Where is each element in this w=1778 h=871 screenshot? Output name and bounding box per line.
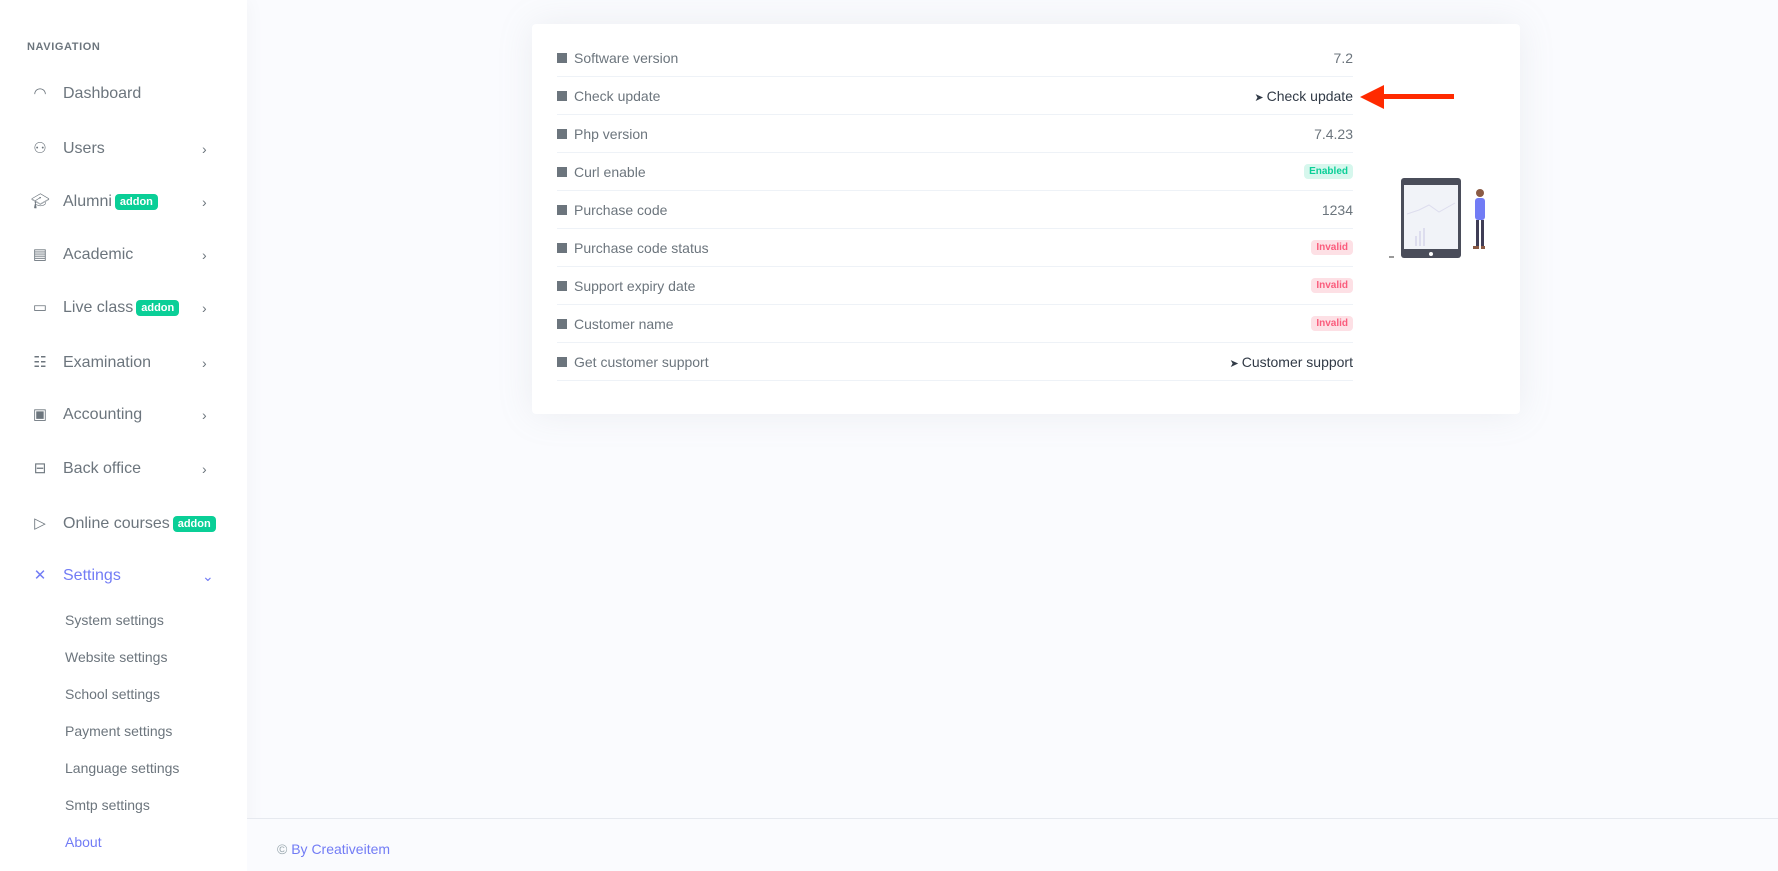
info-row: Purchase code 1234 <box>557 191 1353 229</box>
square-bullet-icon <box>557 52 567 63</box>
sidebar-item-online-courses[interactable]: ▷ Online courses addon <box>0 504 247 544</box>
submenu-about[interactable]: About <box>65 834 102 850</box>
sidebar-item-dashboard[interactable]: ◠ Dashboard <box>0 74 247 114</box>
chevron-right-icon: › <box>202 355 207 371</box>
store-icon: ▤ <box>32 246 48 263</box>
clipboard-icon: ☷ <box>33 354 47 371</box>
row-label: Software version <box>574 49 679 66</box>
addon-badge: addon <box>114 193 158 210</box>
sidebar-item-label: Back office <box>63 460 141 477</box>
sidebar-item-examination[interactable]: ☷ Examination › <box>0 343 247 383</box>
chevron-down-icon: ⌄ <box>202 567 214 584</box>
status-badge: Enabled <box>1304 164 1353 179</box>
send-icon: ➤ <box>1229 357 1242 370</box>
sidebar-item-label: Accounting <box>63 406 143 423</box>
info-row: Php version 7.4.23 <box>557 115 1353 153</box>
addon-badge: addon <box>136 299 180 316</box>
info-row: Get customer support ➤ Customer support <box>557 343 1353 381</box>
sidebar-item-label: Alumni addon <box>63 193 158 211</box>
chevron-right-icon: › <box>202 194 207 210</box>
play-icon: ▷ <box>34 515 46 532</box>
submenu-payment-settings[interactable]: Payment settings <box>65 723 173 739</box>
addon-badge: addon <box>172 515 216 532</box>
row-label: Customer name <box>574 315 674 332</box>
submenu-website-settings[interactable]: Website settings <box>65 649 168 665</box>
submenu-school-settings[interactable]: School settings <box>65 686 160 702</box>
sidebar-item-label: Users <box>63 140 105 157</box>
creativeitem-link[interactable]: By Creativeitem <box>291 841 391 857</box>
row-label: Check update <box>574 87 661 104</box>
info-row: Curl enable Enabled <box>557 153 1353 191</box>
sidebar-item-label: Online courses addon <box>63 515 216 533</box>
footer-text: © By Creativeitem <box>277 841 391 857</box>
info-row: Check update ➤ Check update <box>557 77 1353 115</box>
send-icon: ➤ <box>1254 91 1267 104</box>
sidebar-item-back-office[interactable]: ⊟ Back office › <box>0 449 247 489</box>
sidebar-item-label: Examination <box>63 354 152 371</box>
status-badge: Invalid <box>1311 240 1353 255</box>
about-card: Software version 7.2 Check update ➤ Check u… <box>532 24 1520 414</box>
square-bullet-icon <box>557 204 567 215</box>
square-bullet-icon <box>557 280 567 291</box>
row-label: Purchase code <box>574 201 668 218</box>
square-bullet-icon <box>557 356 567 367</box>
row-value: 7.4.23 <box>1314 125 1353 142</box>
square-bullet-icon <box>557 242 567 253</box>
annotation-arrow <box>1360 85 1454 109</box>
nav-title: NAVIGATION <box>27 41 101 53</box>
chevron-right-icon: › <box>202 247 207 263</box>
info-row: Software version 7.2 <box>557 39 1353 77</box>
row-label: Php version <box>574 125 648 142</box>
tablet-illustration <box>1389 178 1485 258</box>
square-bullet-icon <box>557 318 567 329</box>
sidebar-item-label: Academic <box>63 246 134 263</box>
submenu-system-settings[interactable]: System settings <box>65 612 164 628</box>
square-bullet-icon <box>557 128 567 139</box>
row-label: Purchase code status <box>574 239 709 256</box>
sidebar-item-settings[interactable]: ✕ Settings ⌄ <box>0 556 247 596</box>
submenu-language-settings[interactable]: Language settings <box>65 760 180 776</box>
sidebar-item-live-class[interactable]: ▭ Live class addon › <box>0 288 247 328</box>
basket-icon: ⊟ <box>33 460 47 477</box>
status-badge: Invalid <box>1311 316 1353 331</box>
info-row: Support expiry date Invalid <box>557 267 1353 305</box>
chevron-right-icon: › <box>202 300 207 316</box>
info-row: Customer name Invalid <box>557 305 1353 343</box>
chevron-right-icon: › <box>202 407 207 423</box>
submenu-smtp-settings[interactable]: Smtp settings <box>65 797 150 813</box>
sidebar-item-label: Settings <box>63 567 121 584</box>
row-label: Get customer support <box>574 353 709 370</box>
chevron-right-icon: › <box>202 461 207 477</box>
sidebar-item-label: Live class addon <box>63 299 180 317</box>
sidebar-item-academic[interactable]: ▤ Academic › <box>0 235 247 275</box>
chevron-right-icon: › <box>202 141 207 157</box>
sidebar-item-users[interactable]: ⚇ Users › <box>0 129 247 169</box>
sidebar-item-accounting[interactable]: ▣ Accounting › <box>0 395 247 435</box>
row-label: Support expiry date <box>574 277 696 294</box>
gauge-icon: ◠ <box>33 85 47 102</box>
footer: © By Creativeitem <box>247 818 1778 871</box>
row-value: 7.2 <box>1333 49 1353 66</box>
customer-support-link[interactable]: ➤ Customer support <box>1229 353 1353 370</box>
row-value: 1234 <box>1321 201 1353 218</box>
info-row: Purchase code status Invalid <box>557 229 1353 267</box>
check-update-link[interactable]: ➤ Check update <box>1254 87 1353 104</box>
status-badge: Invalid <box>1311 278 1353 293</box>
square-bullet-icon <box>557 166 567 177</box>
tools-icon: ✕ <box>33 567 47 584</box>
row-label: Curl enable <box>574 163 646 180</box>
video-icon: ▭ <box>32 299 48 316</box>
sidebar: NAVIGATION ◠ Dashboard ⚇ Users › 🎓︎ Alumni addo… <box>0 0 247 871</box>
briefcase-icon: ▣ <box>32 406 48 423</box>
graduation-cap-icon: 🎓︎ <box>31 193 51 210</box>
square-bullet-icon <box>557 90 567 101</box>
user-icon: ⚇ <box>33 140 47 157</box>
sidebar-item-alumni[interactable]: 🎓︎ Alumni addon › <box>0 182 247 222</box>
sidebar-item-label: Dashboard <box>63 85 142 102</box>
